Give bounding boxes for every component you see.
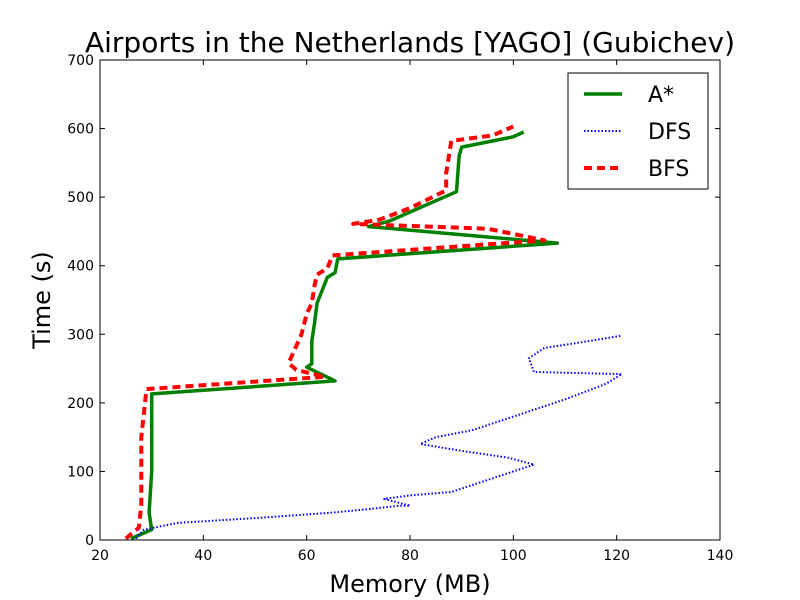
y-tick-label: 300 (67, 327, 94, 343)
y-tick-label: 0 (85, 533, 94, 549)
series-layer (124, 124, 623, 541)
legend: A* DFS BFS (567, 72, 709, 190)
y-tick-label: 600 (67, 122, 94, 138)
y-axis-label: Time (s) (28, 251, 56, 350)
x-tick-label: 60 (298, 548, 316, 564)
chart-title: Airports in the Netherlands [YAGO] (Gubi… (85, 26, 735, 59)
series-line-bfs (124, 124, 547, 541)
x-tick-label: 120 (603, 548, 630, 564)
x-axis-label: Memory (MB) (329, 570, 490, 598)
series-line-a (130, 130, 560, 541)
y-tick-label: 700 (67, 53, 94, 69)
legend-label: DFS (648, 120, 691, 145)
ticks-layer: 20 40 60 80 100 120 140 0 100 200 300 400 500 600 700 (67, 53, 733, 564)
x-tick-label: 40 (194, 548, 212, 564)
legend-label: A* (648, 83, 674, 108)
y-tick-label: 400 (67, 259, 94, 275)
legend-label: BFS (648, 157, 689, 182)
y-tick-label: 500 (67, 190, 94, 206)
x-tick-label: 100 (500, 548, 527, 564)
x-tick-label: 80 (401, 548, 419, 564)
y-tick-label: 200 (67, 396, 94, 412)
x-tick-label: 140 (707, 548, 734, 564)
y-tick-label: 100 (67, 464, 94, 480)
series-line-dfs (135, 334, 623, 540)
x-tick-label: 20 (91, 548, 109, 564)
